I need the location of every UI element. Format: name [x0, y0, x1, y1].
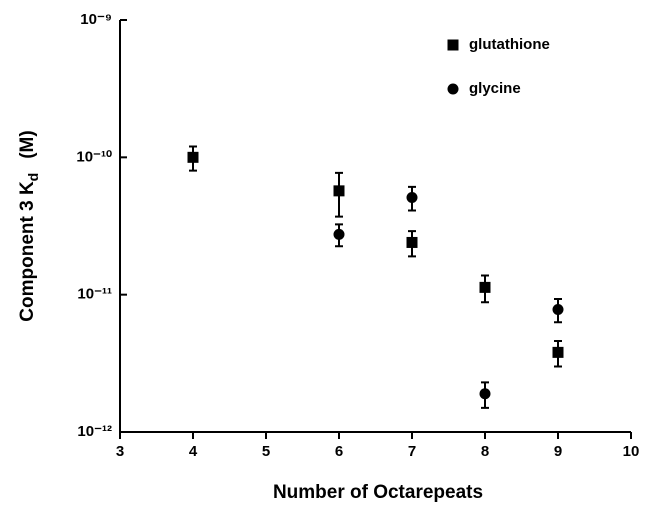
- y-axis-title: Component 3 Kd (M): [17, 130, 41, 321]
- x-tick-label: 6: [335, 443, 343, 460]
- x-axis-title: Number of Octarepeats: [273, 482, 483, 503]
- y-axis-title-main: Component 3 K: [17, 181, 38, 322]
- data-point: [552, 303, 564, 315]
- legend-marker: [447, 39, 459, 51]
- y-tick-label: 10⁻⁹: [80, 11, 112, 28]
- x-tick-label: 3: [116, 443, 124, 460]
- legend-label: glycine: [469, 80, 521, 97]
- y-tick-label: 10⁻¹⁰: [76, 148, 112, 165]
- data-point: [406, 191, 418, 203]
- data-point: [406, 236, 418, 248]
- y-axis-title-unit: (M): [17, 130, 38, 158]
- legend-marker: [447, 83, 459, 95]
- y-tick-label: 10⁻¹¹: [77, 286, 112, 303]
- y-axis-title-subscript: d: [25, 173, 41, 182]
- data-point: [187, 151, 199, 163]
- data-point: [333, 228, 345, 240]
- x-tick-label: 4: [189, 443, 198, 460]
- data-point: [333, 185, 345, 197]
- x-tick-label: 7: [408, 443, 416, 460]
- x-tick-label: 9: [554, 443, 562, 460]
- x-tick-label: 10: [623, 443, 640, 460]
- data-point: [552, 346, 564, 358]
- y-tick-label: 10⁻¹²: [77, 423, 112, 440]
- data-point: [479, 281, 491, 293]
- x-tick-label: 5: [262, 443, 270, 460]
- legend-label: glutathione: [469, 36, 550, 53]
- x-tick-label: 8: [481, 443, 489, 460]
- data-point: [479, 388, 491, 400]
